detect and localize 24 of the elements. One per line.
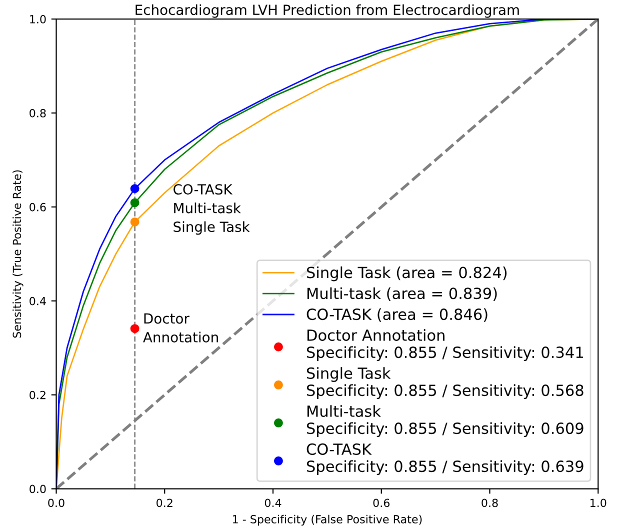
legend-label: Multi-task Specificity: 0.855 / Sensitivity: 0.609	[306, 405, 584, 438]
legend-label: Single Task (area = 0.824)	[306, 266, 507, 282]
y-tick-label: 1.0	[30, 15, 46, 24]
x-tick-label: 0.4	[264, 498, 282, 508]
x-tick-label: 0.8	[482, 498, 498, 508]
y-axis-title: Sensitivity (True Positive Rate)	[12, 170, 24, 338]
y-tick-label: 0.6	[30, 202, 46, 212]
y-tick-label: 0.2	[30, 390, 46, 400]
x-tick-label: 0.6	[373, 498, 390, 508]
legend-label: Single Task Specificity: 0.855 / Sensitivity: 0.568	[306, 367, 584, 400]
legend-label: Doctor Annotation Specificity: 0.855 / Sensitivity: 0.341	[306, 329, 583, 362]
legend-label: Multi-task (area = 0.839)	[307, 287, 497, 301]
x-tick-label: 1.0	[590, 498, 606, 508]
y-tick-label: 0.4	[30, 296, 46, 306]
x-tick-label: 0.0	[48, 498, 64, 508]
chart-title: Echocardiogram LVH Prediction from Electrocardiogram	[136, 4, 519, 18]
legend-label: CO-TASK Specificity: 0.855 / Sensitivity: 0.639	[306, 443, 584, 476]
y-tick-label: 0.0	[30, 484, 46, 494]
y-tick-label: 0.8	[30, 108, 46, 118]
annotation: CO-TASK Multi-task Single Task	[174, 184, 250, 235]
legend-label: CO-TASK (area = 0.846)	[306, 308, 488, 322]
x-tick-label: 0.2	[156, 498, 172, 508]
x-axis-title: 1 - Specificity (False Positive Rate)	[232, 514, 422, 526]
annotation: Doctor Annotation	[143, 313, 218, 342]
